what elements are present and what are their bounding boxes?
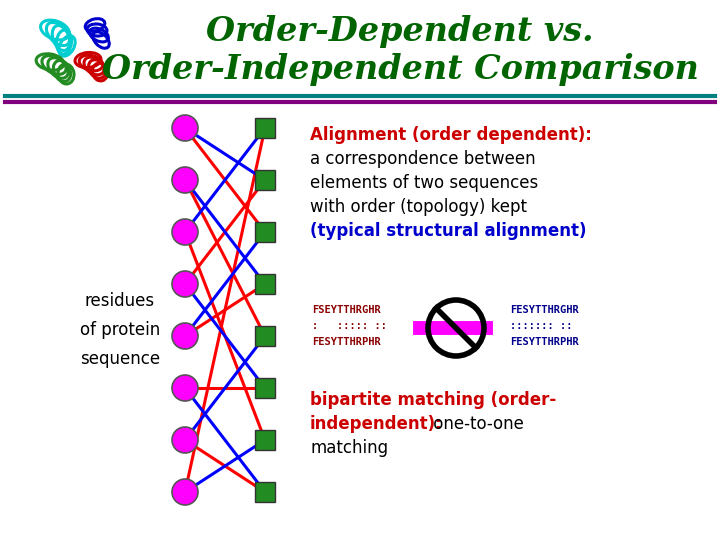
Text: Alignment (order dependent):: Alignment (order dependent): (310, 126, 592, 144)
Ellipse shape (172, 323, 198, 349)
Ellipse shape (172, 167, 198, 193)
Text: FESYTTHRPHR: FESYTTHRPHR (312, 337, 381, 347)
Text: elements of two sequences: elements of two sequences (310, 174, 539, 192)
FancyBboxPatch shape (255, 378, 275, 398)
Text: with order (topology) kept: with order (topology) kept (310, 198, 527, 216)
Text: ::::::: ::: ::::::: :: (510, 321, 572, 331)
Text: residues
of protein
sequence: residues of protein sequence (80, 292, 160, 368)
Ellipse shape (172, 375, 198, 401)
Text: FSEYTTHRGHR: FSEYTTHRGHR (312, 305, 381, 315)
Text: Order-Independent Comparison: Order-Independent Comparison (102, 53, 698, 86)
Text: FESYTTHRGHR: FESYTTHRGHR (510, 305, 579, 315)
FancyBboxPatch shape (255, 430, 275, 450)
Text: (typical structural alignment): (typical structural alignment) (310, 222, 587, 240)
Ellipse shape (172, 479, 198, 505)
FancyBboxPatch shape (255, 482, 275, 502)
FancyBboxPatch shape (255, 326, 275, 346)
FancyBboxPatch shape (255, 118, 275, 138)
Text: one-to-one: one-to-one (428, 415, 524, 433)
FancyBboxPatch shape (255, 170, 275, 190)
FancyBboxPatch shape (255, 222, 275, 242)
Text: a correspondence between: a correspondence between (310, 150, 536, 168)
Text: matching: matching (310, 439, 388, 457)
Ellipse shape (172, 219, 198, 245)
Text: independent):: independent): (310, 415, 443, 433)
Text: bipartite matching (order-: bipartite matching (order- (310, 391, 557, 409)
Text: FESYTTHRPHR: FESYTTHRPHR (510, 337, 579, 347)
Text: :   ::::: ::: : ::::: :: (312, 321, 387, 331)
FancyBboxPatch shape (255, 274, 275, 294)
Ellipse shape (172, 427, 198, 453)
Ellipse shape (172, 115, 198, 141)
Ellipse shape (172, 271, 198, 297)
Text: Order-Dependent vs.: Order-Dependent vs. (206, 16, 594, 49)
